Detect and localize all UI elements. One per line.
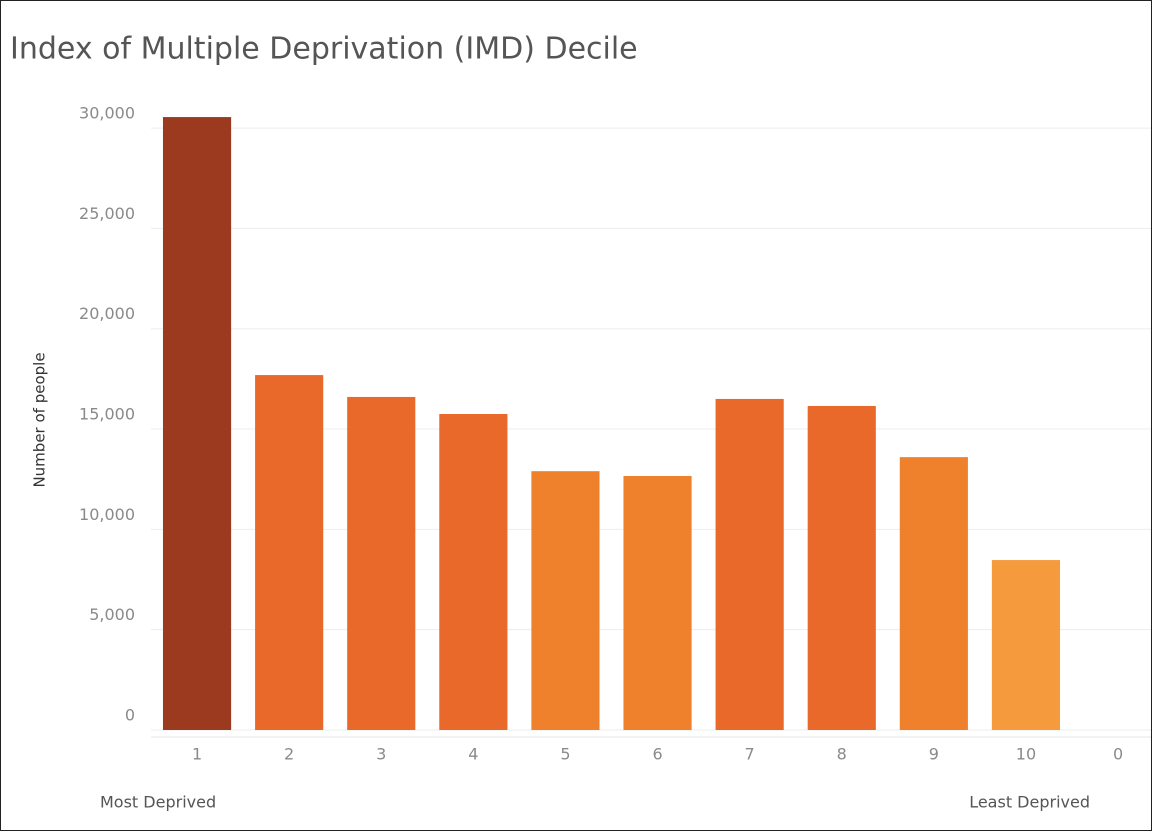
- y-tick-label: 20,000: [79, 304, 135, 323]
- chart-title: Index of Multiple Deprivation (IMD) Deci…: [10, 32, 638, 67]
- bar: [162, 117, 232, 730]
- annotation: Least Deprived: [969, 793, 1090, 812]
- y-tick-label: 25,000: [79, 204, 135, 223]
- x-tick-label: 9: [929, 745, 939, 764]
- bar: [807, 405, 876, 730]
- y-tick-label: 30,000: [79, 104, 135, 123]
- bar: [899, 457, 968, 730]
- x-tick-label: 3: [376, 745, 386, 764]
- annotation: Most Deprived: [100, 793, 216, 812]
- y-tick-label: 10,000: [79, 505, 135, 524]
- x-tick-label: 1: [192, 745, 202, 764]
- x-tick-label: 0: [1113, 745, 1123, 764]
- bar: [991, 560, 1061, 730]
- bar: [439, 414, 508, 730]
- y-tick-label: 15,000: [79, 405, 135, 424]
- bar: [531, 471, 600, 730]
- x-tick-label: 7: [745, 745, 755, 764]
- bar: [255, 375, 324, 730]
- y-tick-label: 0: [125, 706, 135, 725]
- bar: [715, 398, 784, 730]
- bar: [623, 475, 692, 730]
- y-tick-label: 5,000: [89, 605, 135, 624]
- x-tick-label: 6: [652, 745, 662, 764]
- x-tick-label: 8: [837, 745, 847, 764]
- x-tick-label: 5: [560, 745, 570, 764]
- y-axis-label: Number of people: [31, 352, 49, 487]
- x-tick-label: 4: [468, 745, 478, 764]
- x-tick-label: 2: [284, 745, 294, 764]
- x-tick-label: 10: [1016, 745, 1036, 764]
- bar: [347, 396, 416, 730]
